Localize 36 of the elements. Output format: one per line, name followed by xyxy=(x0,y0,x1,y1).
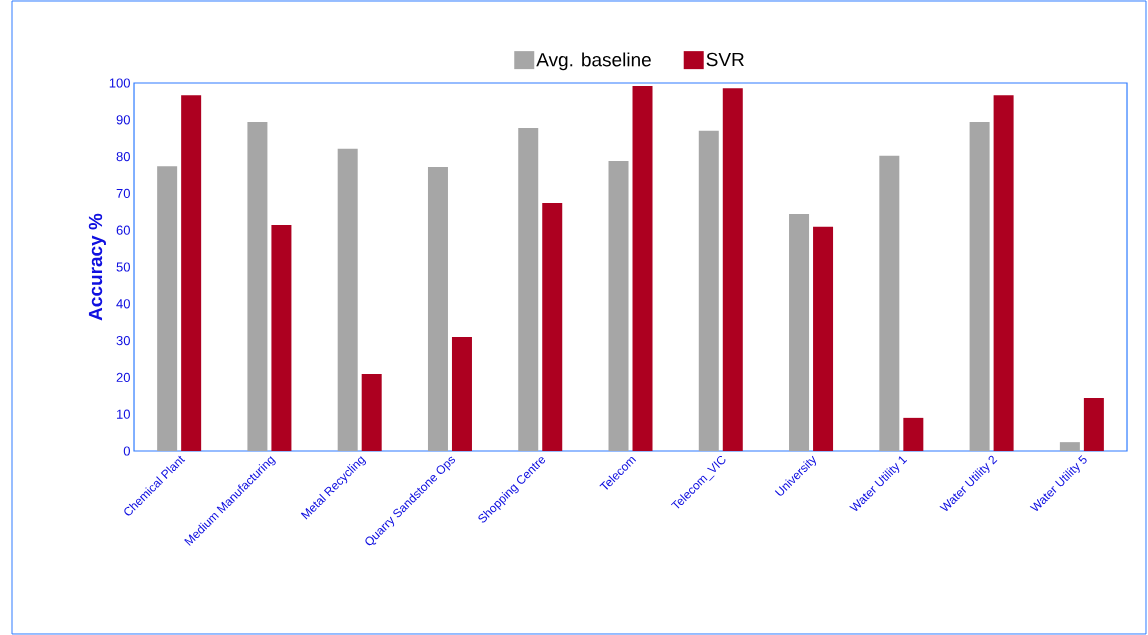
bar xyxy=(157,166,178,451)
y-tick-label: 10 xyxy=(117,409,130,419)
bar xyxy=(789,213,810,451)
y-tick-label: 80 xyxy=(116,151,130,162)
y-tick-label: 30 xyxy=(116,335,130,346)
bar xyxy=(608,161,629,451)
y-tick-label: 90 xyxy=(116,115,130,125)
bar xyxy=(1059,442,1080,451)
legend-label: Avg. baseline xyxy=(536,52,651,71)
legend-label: SVR xyxy=(706,52,744,67)
bar xyxy=(879,155,900,451)
bar xyxy=(813,226,834,451)
y-tick-label: 50 xyxy=(116,262,130,272)
bar xyxy=(722,88,743,451)
bar xyxy=(361,374,382,451)
bar xyxy=(181,95,202,451)
bar xyxy=(518,127,539,451)
bar xyxy=(247,121,268,451)
bar xyxy=(969,121,990,451)
bar xyxy=(271,225,292,451)
y-tick-label: 0 xyxy=(123,446,130,456)
bar xyxy=(993,95,1014,451)
bar xyxy=(1083,397,1104,451)
bar xyxy=(337,148,358,451)
y-tick-label: 70 xyxy=(116,188,130,198)
bar xyxy=(451,336,472,451)
y-tick-label: 20 xyxy=(116,372,130,382)
y-tick-label: 40 xyxy=(116,299,130,309)
bar xyxy=(427,166,448,451)
y-axis-title: Accuracy % xyxy=(88,213,106,321)
bar xyxy=(903,417,924,451)
bar xyxy=(632,85,653,451)
y-tick-label: 100 xyxy=(109,78,130,88)
y-tick-label: 60 xyxy=(116,225,130,235)
bar xyxy=(698,130,719,451)
bar xyxy=(542,202,563,451)
